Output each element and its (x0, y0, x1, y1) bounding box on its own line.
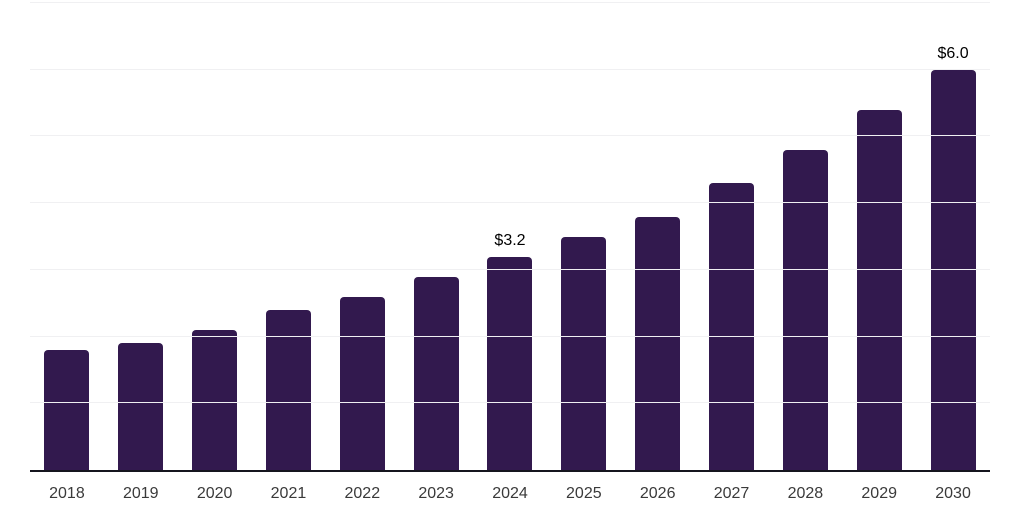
x-axis-line (30, 470, 990, 472)
x-tick-2021: 2021 (270, 485, 307, 502)
x-tick-2027: 2027 (713, 485, 750, 502)
gridline-4 (30, 202, 990, 204)
bar-slot-2021 (252, 3, 326, 470)
bar-slot-2018 (30, 3, 104, 470)
x-tick-2023: 2023 (418, 485, 454, 502)
bar-2021 (265, 309, 311, 470)
bar-slot-2023 (399, 3, 473, 470)
bar-slot-2022 (325, 3, 399, 470)
bar-slot-2024: $3.2 (473, 3, 547, 470)
x-tick-2029: 2029 (861, 485, 897, 502)
bar-2027 (709, 183, 755, 470)
bar-2030 (930, 69, 976, 470)
x-tick-2022: 2022 (344, 485, 381, 502)
bar-slot-2029 (842, 3, 916, 470)
bar-value-label-2024: $3.2 (494, 231, 526, 249)
x-tick-2028: 2028 (787, 485, 824, 502)
bars-row: $3.2 $6.0 (30, 3, 990, 470)
gridline-2 (30, 335, 990, 337)
x-tick-2025: 2025 (566, 485, 602, 502)
gridline-3 (30, 268, 990, 270)
bar-slot-2020 (178, 3, 252, 470)
x-tick-2020: 2020 (196, 485, 233, 502)
gridline-7 (30, 2, 990, 3)
bar-2020 (192, 329, 238, 470)
x-tick-2018: 2018 (49, 485, 85, 502)
x-tick-2019: 2019 (122, 485, 159, 502)
bar-slot-2026 (621, 3, 695, 470)
bar-value-label-2030: $6.0 (937, 44, 969, 62)
gridline-1 (30, 402, 990, 404)
plot-area: $3.2 $6.0 (30, 2, 990, 472)
bar-2022 (339, 296, 385, 470)
bar-2029 (856, 109, 902, 470)
x-tick-2024: 2024 (492, 485, 528, 502)
gridline-6 (30, 68, 990, 70)
bar-2028 (782, 149, 828, 470)
bar-slot-2028 (768, 3, 842, 470)
bar-slot-2019 (104, 3, 178, 470)
bar-slot-2025 (547, 3, 621, 470)
gridline-5 (30, 135, 990, 137)
bar-2026 (635, 216, 681, 470)
bar-2023 (413, 276, 459, 470)
x-tick-2030: 2030 (935, 485, 971, 502)
x-axis-tick-labels: 2018 2019 2020 2021 2022 2023 2024 2025 2026 2027… (30, 472, 990, 503)
x-tick-2026: 2026 (639, 485, 676, 502)
bar-2025 (561, 236, 607, 470)
bar-2019 (118, 343, 164, 470)
bar-slot-2027 (695, 3, 769, 470)
bar-2024 (487, 256, 533, 470)
bar-slot-2030: $6.0 (916, 3, 990, 470)
bar-2018 (44, 349, 90, 470)
